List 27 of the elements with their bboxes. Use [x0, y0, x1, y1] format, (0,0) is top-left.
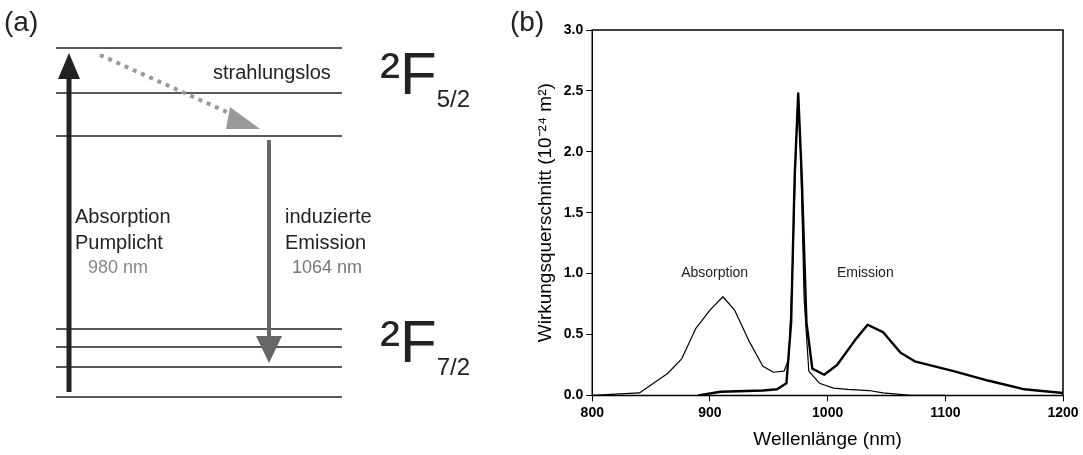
annotation: Emission: [836, 264, 894, 281]
y-tick-label: 1.5: [563, 203, 584, 220]
text: Absorption: [75, 205, 171, 227]
y-tick-label: 2.0: [563, 142, 584, 159]
text: ²F$_{7/2}$: [380, 308, 471, 380]
x-tick-label: 1100: [930, 403, 961, 420]
annotation: Absorption: [681, 264, 749, 281]
text: 980 nm: [88, 257, 149, 277]
y-tick-label: 0.5: [563, 325, 584, 342]
chart-title: (b): [510, 6, 545, 37]
text: 1064 nm: [292, 257, 363, 277]
y-tick-label: 0.0: [563, 386, 584, 403]
text: ²F$_{5/2}$: [380, 40, 471, 112]
y-axis-title: Wirkungsquerschnitt (10⁻²⁴ m²): [533, 83, 555, 343]
text: induzierte: [285, 205, 372, 227]
x-axis-title: Wellenlänge (nm): [753, 427, 902, 449]
y-tick-label: 3.0: [563, 20, 584, 37]
x-tick-label: 1200: [1047, 403, 1079, 420]
text: (a): [4, 6, 39, 37]
x-tick-label: 1000: [812, 403, 844, 420]
text: Emission: [285, 231, 367, 253]
text: strahlungslos: [213, 61, 331, 83]
y-tick-label: 2.5: [563, 81, 584, 98]
x-tick-label: 900: [698, 403, 722, 420]
y-tick-label: 1.0: [563, 264, 584, 281]
text: Pumplicht: [75, 231, 163, 253]
x-tick-label: 800: [580, 403, 605, 420]
